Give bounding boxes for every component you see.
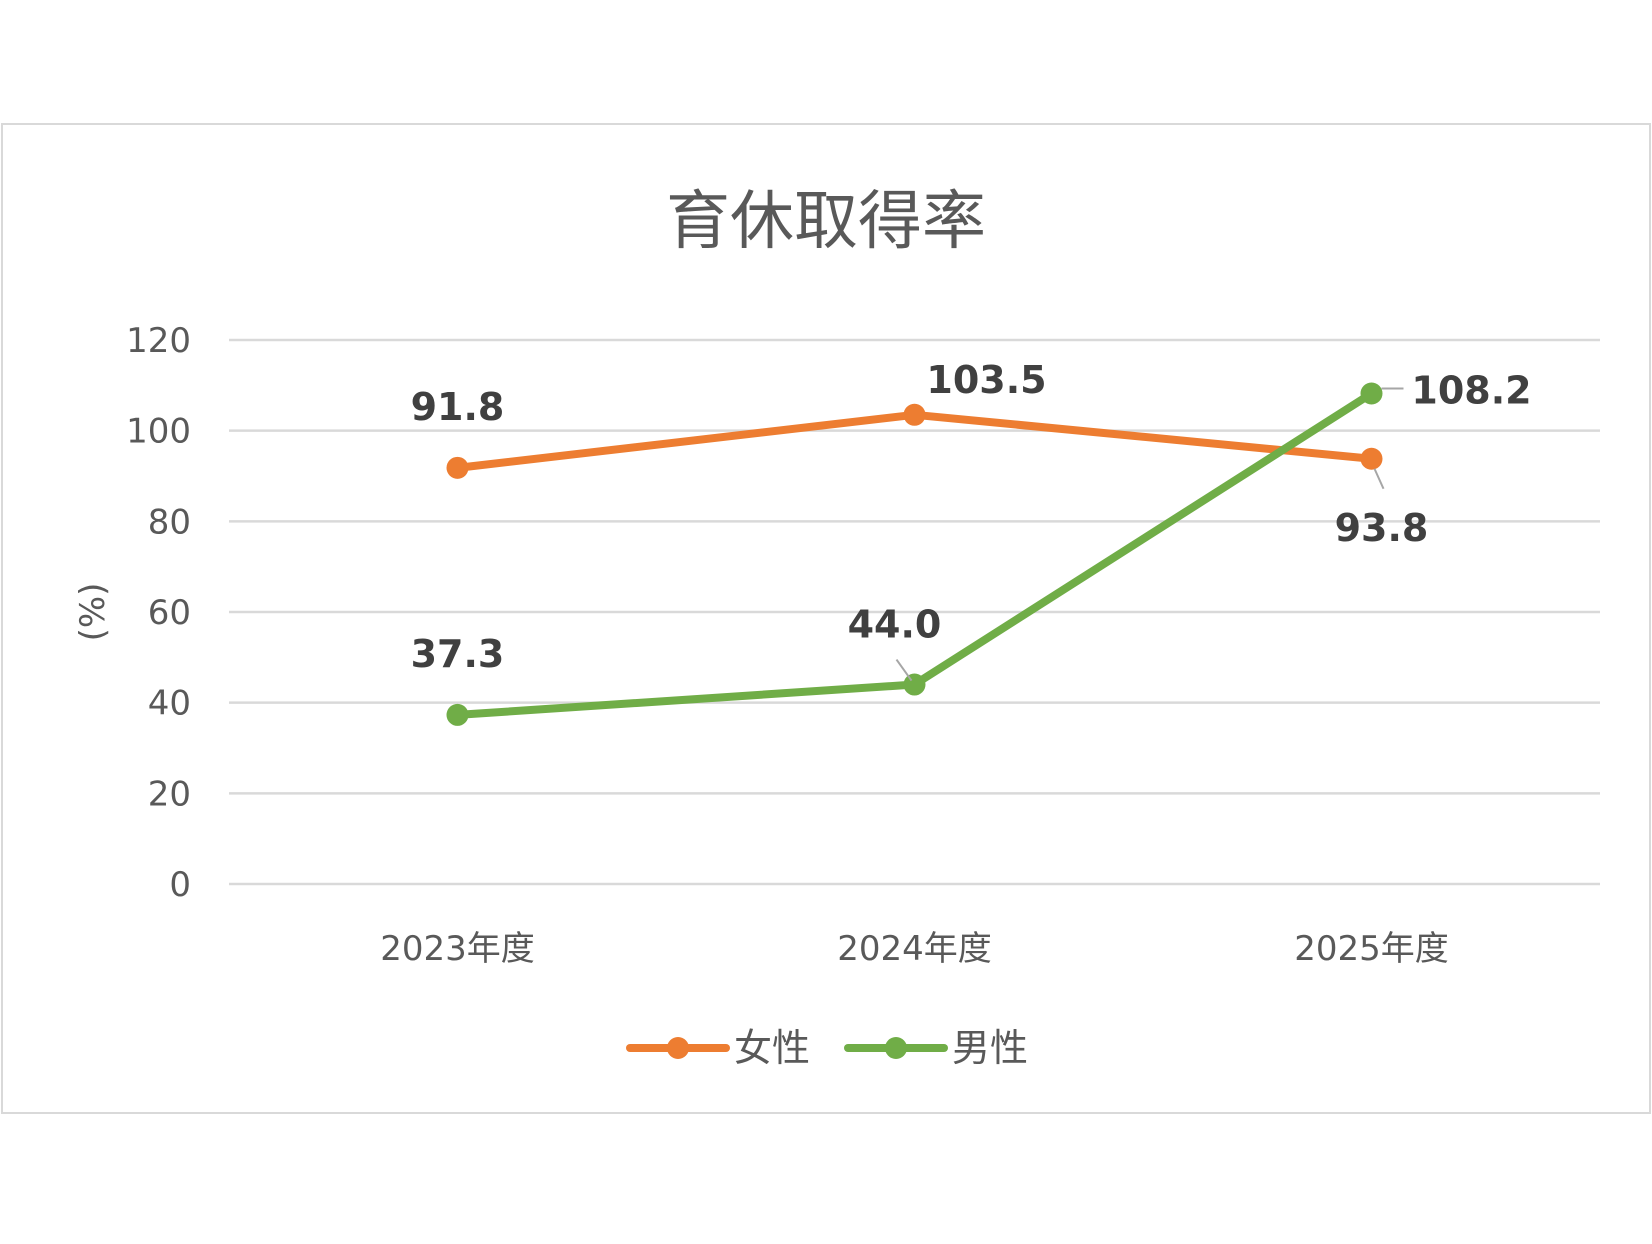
data-point (446, 703, 469, 726)
x-axis-ticks: 2023年度 2024年度 2025年度 (380, 929, 1449, 969)
legend-item: 男性 (844, 1026, 1028, 1070)
data-label: 93.8 (1335, 506, 1429, 550)
y-tick-label: 80 (148, 502, 191, 542)
data-label: 108.2 (1411, 368, 1531, 412)
y-tick-label: 40 (148, 684, 191, 724)
y-tick-label: 120 (126, 321, 191, 361)
data-label: 103.5 (926, 358, 1046, 402)
leader-line (1373, 468, 1385, 490)
data-point (1360, 382, 1383, 405)
x-tick-label: 2023年度 (380, 929, 535, 969)
y-tick-label: 60 (148, 593, 191, 633)
data-point (903, 673, 926, 696)
x-tick-label: 2024年度 (837, 929, 992, 969)
y-tick-label: 0 (169, 865, 191, 905)
data-label: 44.0 (848, 603, 942, 647)
gridlines (229, 338, 1600, 886)
legend-marker-icon (885, 1037, 907, 1059)
series-1 (446, 403, 1383, 479)
series-layer (446, 382, 1383, 726)
y-tick-label: 20 (148, 774, 191, 814)
data-point (903, 403, 926, 426)
series-2 (446, 382, 1383, 726)
leader-line (895, 658, 913, 682)
chart-border (1, 123, 1651, 1114)
chart-title: 育休取得率 (666, 185, 986, 259)
x-tick-label: 2025年度 (1294, 929, 1449, 969)
data-label: 37.3 (411, 632, 505, 676)
y-tick-label: 100 (126, 412, 191, 452)
y-axis-ticks: 0 20 40 60 80 100 120 (126, 321, 191, 905)
data-point (446, 456, 469, 479)
y-axis-title: (%) (73, 583, 113, 642)
legend-label: 男性 (952, 1026, 1028, 1070)
data-point (1360, 447, 1383, 470)
data-labels: 91.8 103.5 93.8 37.3 44.0 108.2 (411, 358, 1532, 682)
legend-item: 女性 (626, 1026, 810, 1070)
legend: 女性 男性 (626, 1026, 1028, 1070)
data-label: 91.8 (411, 385, 505, 429)
legend-marker-icon (667, 1037, 689, 1059)
legend-label: 女性 (734, 1026, 810, 1070)
